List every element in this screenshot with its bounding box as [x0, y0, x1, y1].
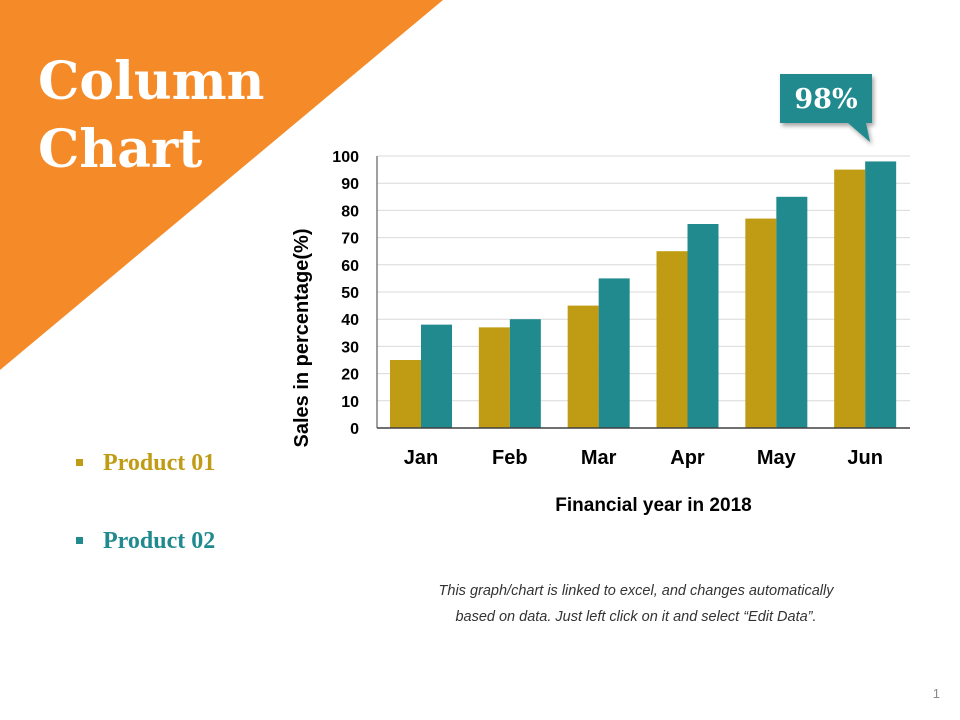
x-tick-label: Feb	[492, 447, 528, 469]
caption-line-2: based on data. Just left click on it and…	[455, 609, 817, 625]
y-tick-label: 70	[341, 231, 359, 248]
legend-label: Product 01	[103, 450, 216, 476]
orange-triangle	[0, 0, 443, 370]
chart-caption: This graph/chart is linked to excel, and…	[380, 578, 892, 630]
legend-item-product-02: Product 02	[76, 524, 215, 602]
chart-legend: Product 01 Product 02	[76, 446, 215, 602]
bar-1	[567, 305, 599, 428]
y-tick-label: 40	[341, 312, 359, 329]
y-tick-label: 50	[341, 285, 359, 302]
slide-title: Column Chart	[38, 48, 264, 184]
slide-title-line-2: Chart	[38, 119, 203, 180]
y-tick-label: 20	[341, 367, 359, 384]
y-tick-label: 60	[341, 258, 359, 275]
y-tick-label: 80	[341, 203, 359, 220]
y-tick-label: 10	[341, 394, 359, 411]
x-axis-title: Financial year in 2018	[555, 495, 751, 516]
bar-2	[776, 196, 808, 428]
callout-bubble	[780, 74, 872, 142]
x-tick-label: Jun	[847, 447, 883, 469]
y-tick-label: 30	[341, 339, 359, 356]
bar-2	[687, 224, 719, 428]
bar-1	[745, 218, 777, 428]
x-tick-label: Apr	[670, 447, 705, 469]
caption-line-1: This graph/chart is linked to excel, and…	[438, 583, 834, 599]
bar-1	[656, 251, 688, 428]
legend-square-icon	[76, 459, 83, 466]
bar-2	[509, 319, 541, 428]
bar-2	[598, 278, 630, 428]
page-number: 1	[932, 686, 940, 701]
bar-1	[390, 360, 421, 428]
callout-label: 98%	[794, 84, 857, 115]
bar-1	[478, 327, 510, 428]
slide-title-line-1: Column	[38, 51, 265, 112]
bar-1	[834, 169, 866, 428]
x-tick-label: May	[757, 447, 797, 469]
bar-2	[865, 161, 897, 428]
y-tick-label: 0	[350, 421, 359, 438]
x-tick-label: Jan	[404, 447, 438, 469]
legend-square-icon	[76, 537, 83, 544]
legend-label: Product 02	[103, 528, 216, 554]
x-tick-label: Mar	[581, 447, 617, 469]
y-axis-title: Sales in percentage(%)	[291, 229, 313, 448]
y-tick-label: 100	[332, 149, 359, 166]
bar-2	[421, 324, 452, 428]
y-tick-label: 90	[341, 176, 359, 193]
legend-item-product-01: Product 01	[76, 446, 215, 524]
